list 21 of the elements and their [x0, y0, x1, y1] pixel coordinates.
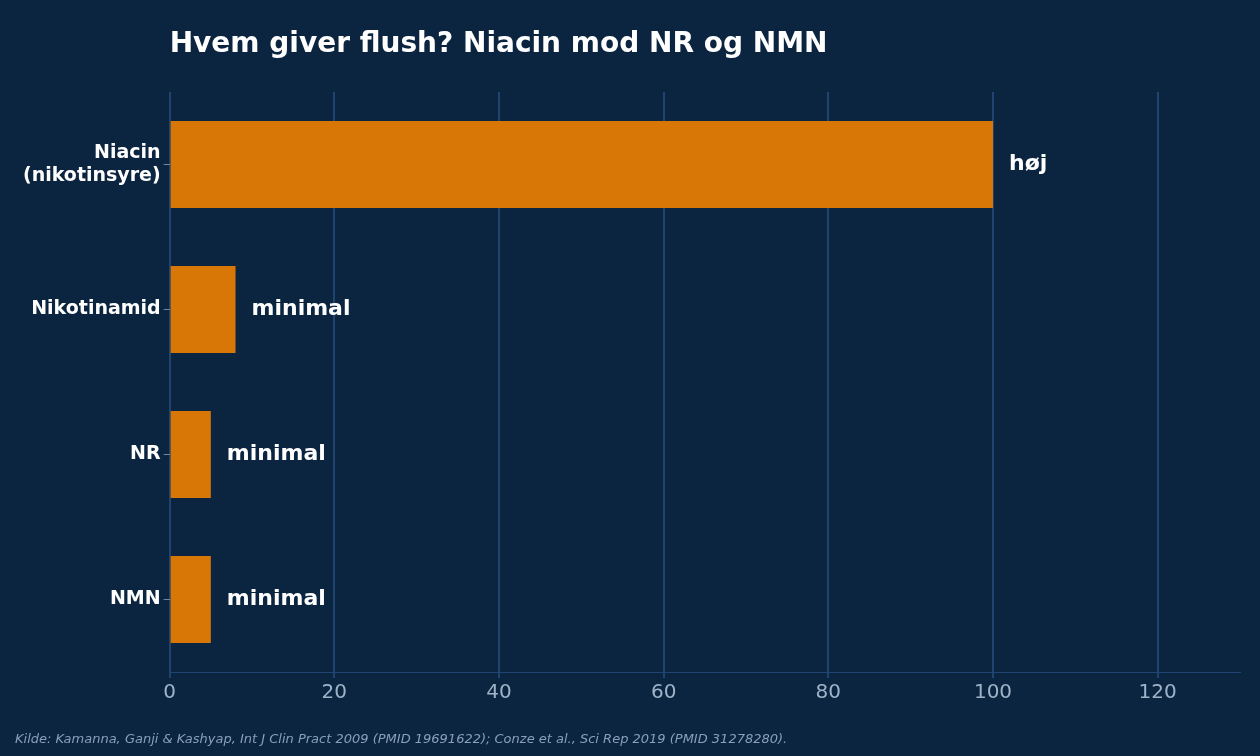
y-tick-label: Nikotinamid	[31, 296, 161, 319]
chart-title: Hvem giver flush? Niacin mod NR og NMN	[169, 26, 828, 59]
y-tick-label: NR	[130, 441, 162, 464]
data-label: minimal	[226, 440, 326, 466]
bar	[170, 556, 211, 643]
data-label: minimal	[226, 585, 326, 611]
x-tick-label: 80	[815, 679, 842, 704]
x-tick-label: 0	[163, 679, 177, 704]
x-tick-label: 20	[321, 679, 348, 704]
bar	[170, 121, 993, 208]
bar	[170, 266, 236, 353]
text: Kilde: Kamanna, Ganji & Kashyap, Int J Clin Pract 2009 (PMID 19691622); Conze et al., Sci Rep 2019 (PMID 31278280).	[15, 731, 788, 746]
x-tick-label: 40	[486, 679, 512, 704]
y-tick-label: Niacin (nikotinsyre)	[22, 140, 161, 185]
y-tick-label: NMN	[109, 586, 161, 609]
data-label: minimal	[251, 295, 351, 321]
data-label: høj	[1009, 150, 1048, 176]
bar	[170, 411, 211, 498]
x-tick-label: 120	[1138, 679, 1177, 704]
x-tick-label: 60	[650, 679, 677, 704]
x-tick-label: 100	[973, 679, 1013, 704]
